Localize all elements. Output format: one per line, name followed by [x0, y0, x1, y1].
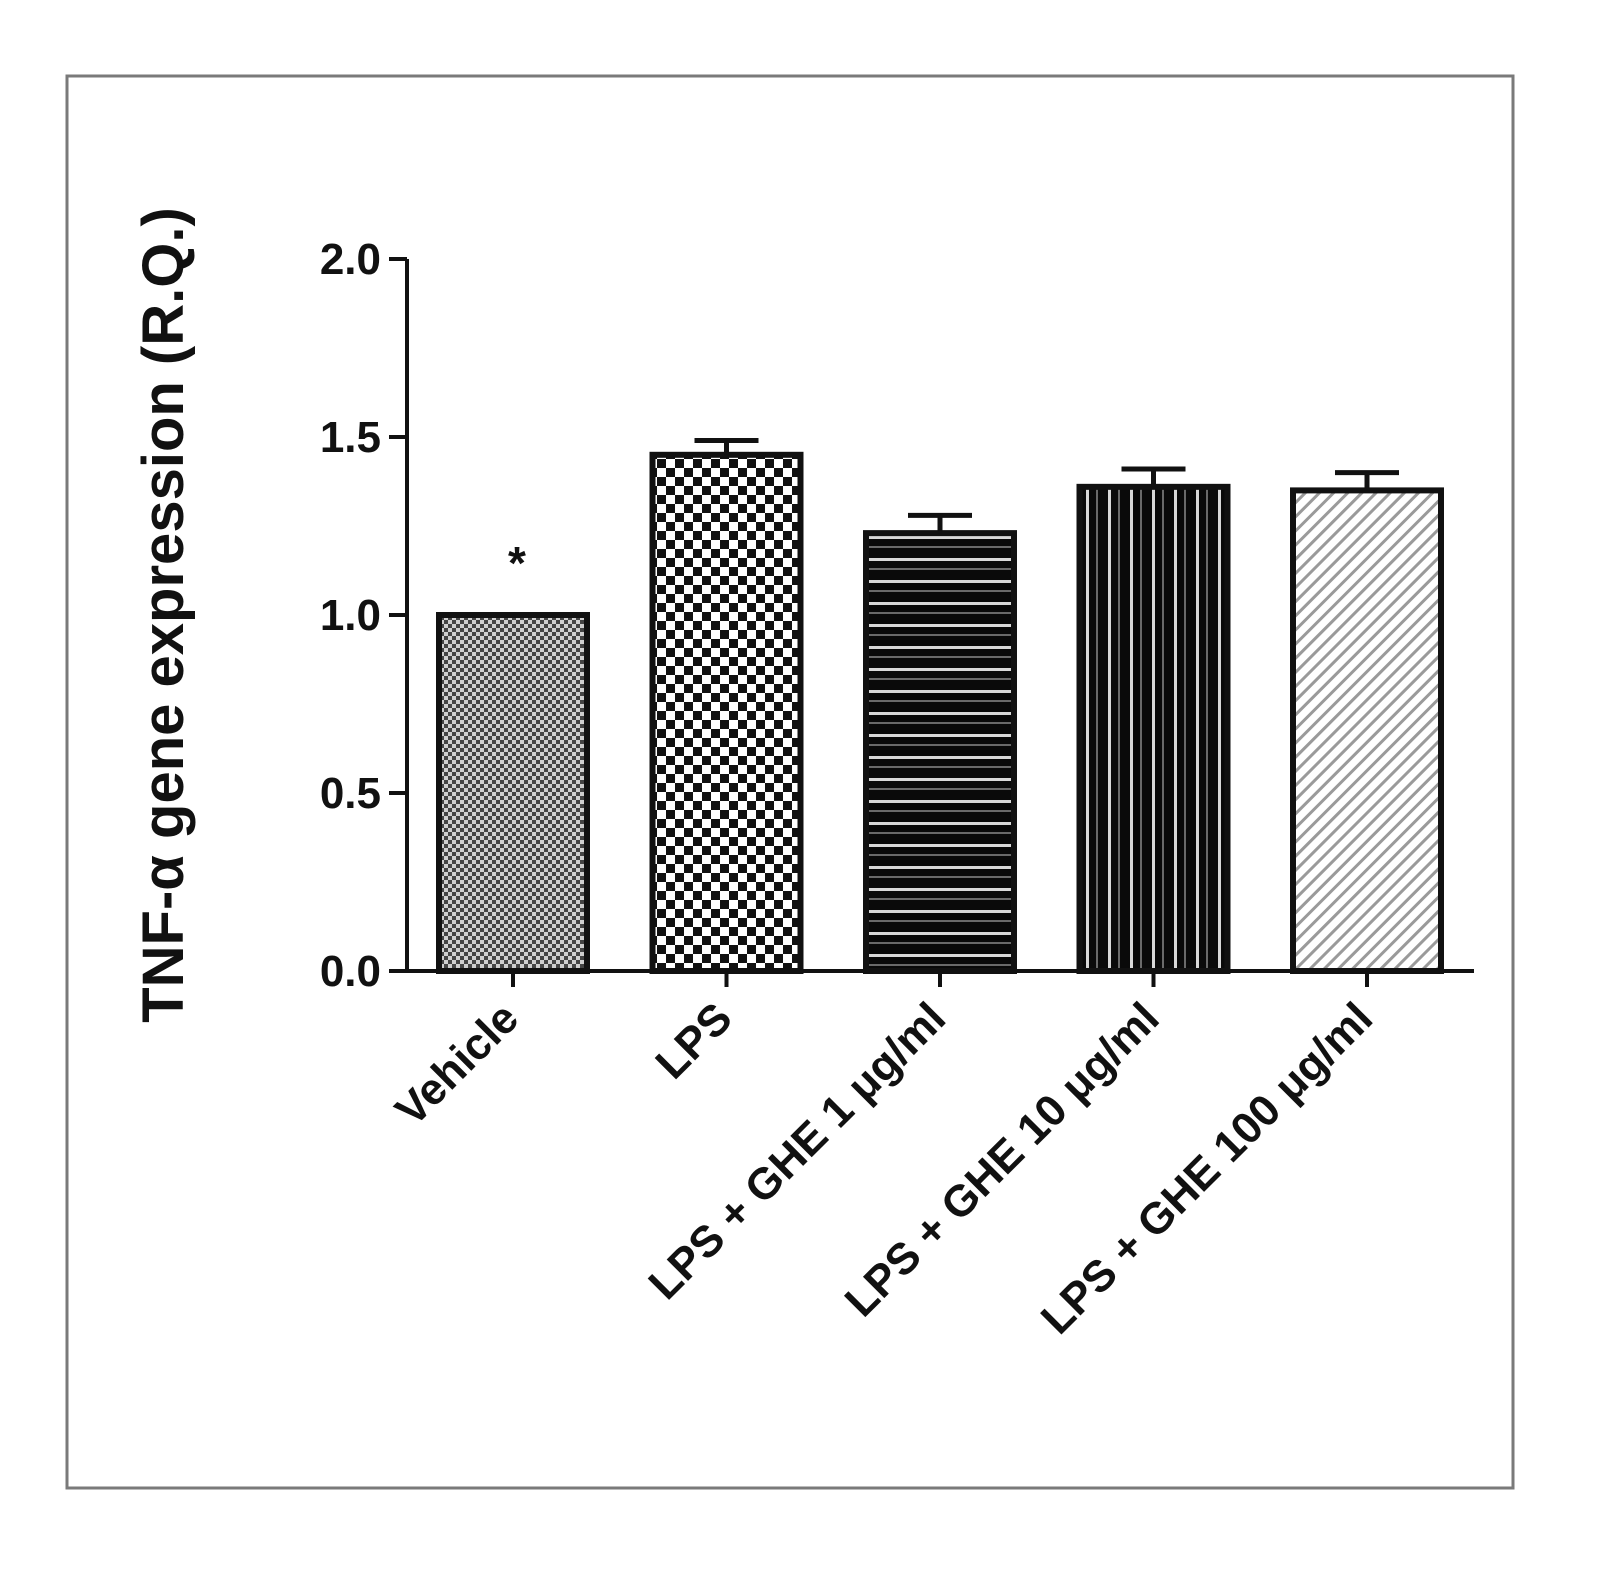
bar: [863, 530, 1017, 974]
y-tick-label: 0.0: [320, 947, 381, 996]
y-tick-label: 1.0: [320, 591, 381, 640]
significance-marker: *: [508, 537, 526, 589]
bar: [649, 451, 804, 974]
y-axis-title: TNF-α gene expression (R.Q.): [131, 207, 196, 1023]
y-tick-label: 1.5: [320, 413, 381, 462]
y-tick-label: 0.5: [320, 769, 381, 818]
bars: [436, 438, 1444, 974]
bar: [1076, 483, 1231, 974]
y-tick-label: 2.0: [320, 235, 381, 284]
bar: [1290, 487, 1444, 974]
bar: [436, 612, 590, 974]
